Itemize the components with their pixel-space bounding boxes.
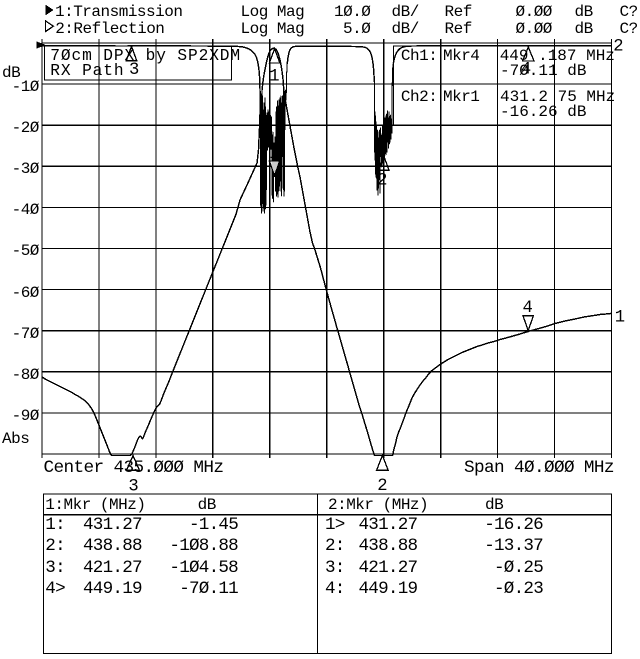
svg-text:4: 4 — [521, 60, 531, 79]
svg-text:2: 2 — [613, 38, 623, 57]
svg-text:1: 1 — [615, 309, 625, 328]
svg-text:2: 2 — [377, 477, 387, 496]
svg-text:3: 3 — [128, 477, 138, 496]
svg-text:2: 2 — [377, 172, 387, 191]
svg-text:3: 3 — [129, 61, 139, 80]
svg-text:1: 1 — [269, 145, 279, 164]
svg-text:1: 1 — [269, 67, 279, 86]
svg-text:4: 4 — [523, 299, 533, 318]
